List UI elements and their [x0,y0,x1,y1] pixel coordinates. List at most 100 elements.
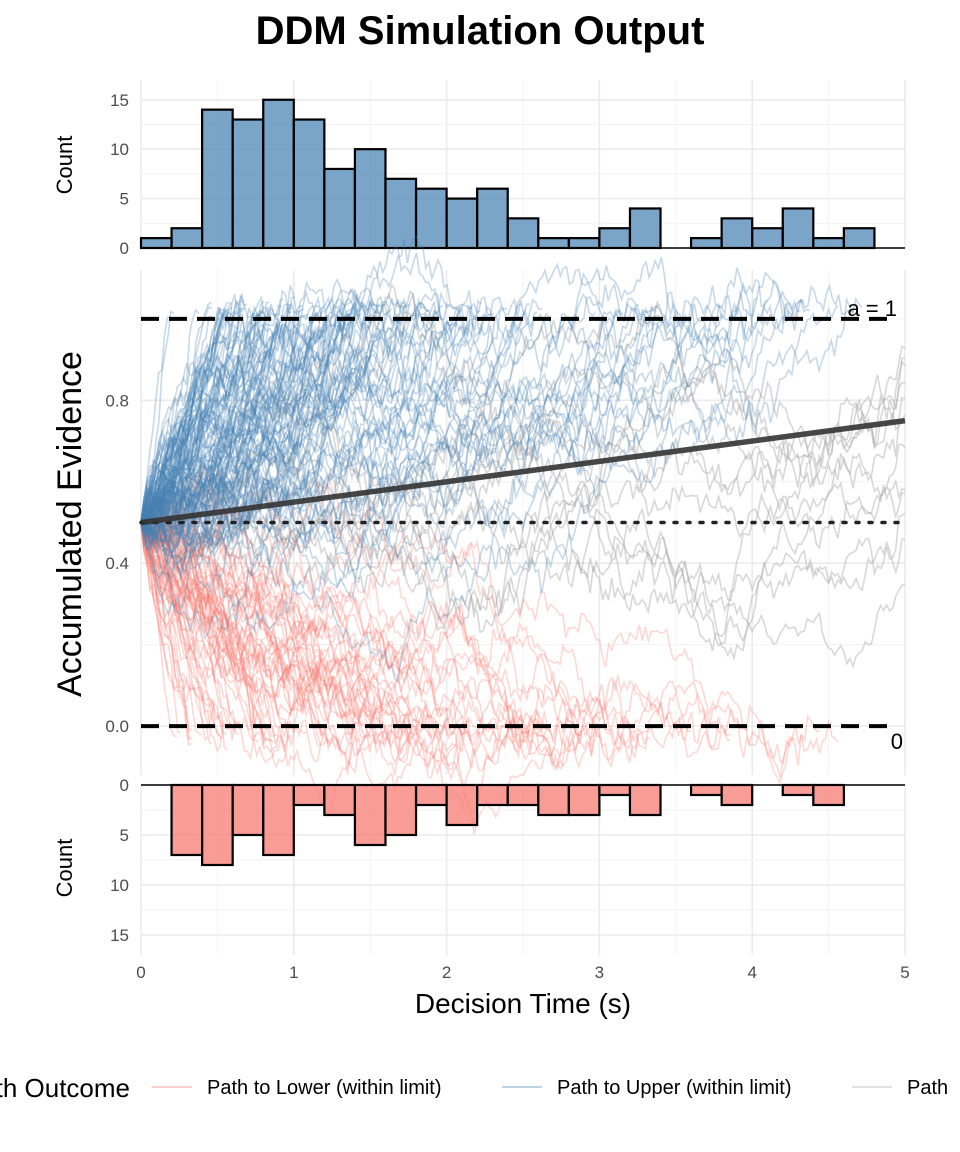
upper-path [140,304,473,526]
upper-paths [140,235,863,683]
lower-path [140,491,399,745]
lower-path [140,492,469,776]
bottom-histogram-y-label: Count [52,839,77,898]
upper-path [140,308,504,639]
top-histogram-bar [292,118,326,250]
upper-path [140,296,295,534]
top-histogram-bar [476,187,509,250]
upper-path [140,296,863,547]
legend-label: Path [907,1077,948,1099]
upper-path [140,304,261,523]
legend-title: Path Outcome [0,1073,130,1103]
lower-path [140,502,386,745]
upper-path [140,278,790,683]
upper-path [140,299,801,577]
top-histogram-bar [751,227,784,250]
x-axis-label: Decision Time (s) [415,988,631,1019]
lower-path [140,522,181,734]
upper-path [140,316,171,523]
lower-path [140,522,292,740]
top-histogram-bar [842,227,876,250]
lower-path [140,522,481,769]
lower-path [140,518,228,751]
bottom-histogram-bar [231,783,265,837]
lower-path [140,488,551,765]
lower-path [140,522,241,734]
lower-path [140,522,275,744]
upper-path [140,317,476,547]
upper-path [140,308,200,523]
unfinished-path [140,311,906,550]
top-histogram-bar [720,217,754,250]
bottom-histogram-y-ticks: 0 5 10 15 [110,776,129,945]
lower-path [140,508,473,782]
top-histogram-bar [139,237,173,250]
lower-path [140,513,635,771]
unfinished-path [140,282,906,524]
upper-path [140,303,341,527]
top-histogram-y-tick: 15 [110,91,129,110]
lower-path [140,506,796,779]
upper-path [140,278,350,524]
lower-path [140,509,499,797]
main-y-tick: 0.8 [105,391,129,410]
upper-path [140,289,292,534]
upper-path [140,295,388,532]
legend-label: Path to Upper (within limit) [557,1077,792,1099]
upper-path [140,290,494,551]
upper-path [140,306,356,557]
lower-path [140,521,583,737]
x-tick: 0 [136,963,145,982]
upper-path [140,291,252,523]
top-histogram-bar [628,207,662,250]
upper-path [140,235,482,534]
upper-path [140,307,293,523]
lower-path [140,522,393,739]
top-histogram-bar [598,227,632,250]
upper-path [140,315,352,531]
upper-path [140,307,222,533]
bottom-histogram-bar [506,783,540,807]
upper-path [140,302,375,523]
unfinished-path [140,490,906,661]
top-histogram-bar [445,197,479,250]
upper-path [140,304,320,524]
bottom-histogram-bar [812,783,845,807]
lower-path [140,522,433,737]
upper-path [140,314,330,523]
upper-path [140,301,233,534]
top-histogram-bars [139,98,905,250]
upper-path [140,304,282,534]
top-histogram-y-tick: 5 [120,190,129,209]
bottom-histogram-bar [689,783,723,797]
upper-path [140,295,325,550]
lower-path [140,522,275,737]
upper-path [140,306,246,524]
lower-path [140,522,307,770]
upper-path [140,307,229,523]
upper-path [140,305,839,568]
unfinished-path [140,490,906,652]
lower-path [140,500,331,764]
lower-path [140,521,191,740]
bottom-histogram-panel: 0 5 10 15 Count 0 1 2 3 4 5 Decision Time (s) [52,776,910,1019]
unfinished-path [140,433,906,567]
lower-path [140,518,258,739]
lower-path [140,522,361,775]
upper-path [140,311,264,546]
lower-path [140,510,273,748]
lower-paths [140,467,839,836]
lower-path [140,505,599,757]
upper-path [140,310,262,531]
lower-path [140,522,260,744]
upper-path [140,308,224,523]
upper-path [140,307,324,533]
upper-path [140,303,278,523]
lower-path [140,494,409,757]
top-histogram-bar [231,118,265,250]
upper-path [140,293,596,537]
upper-path [140,307,460,557]
upper-path [140,291,451,526]
unfinished-path [140,347,906,533]
